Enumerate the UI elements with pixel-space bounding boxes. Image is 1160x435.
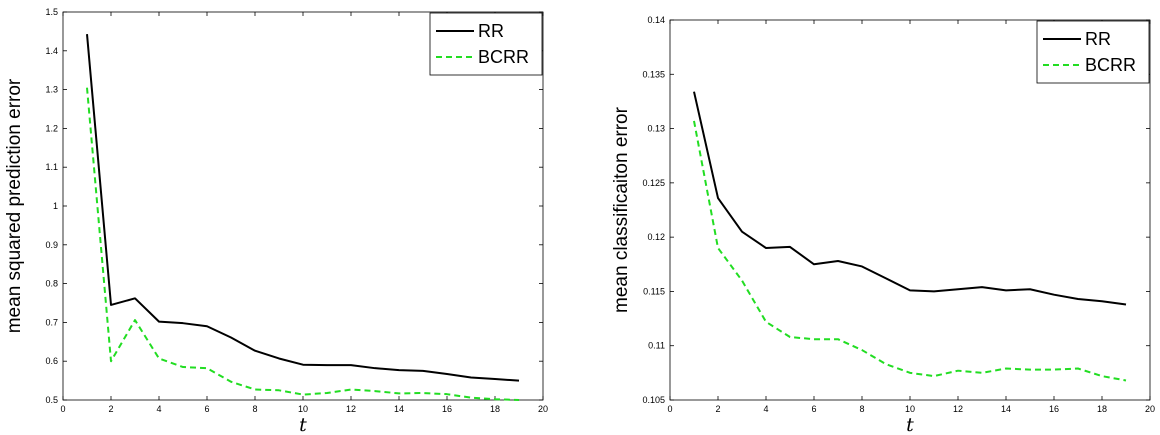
x-tick-label: 18	[1097, 404, 1107, 414]
x-tick-label: 16	[1049, 404, 1059, 414]
y-tick-label: 0.9	[45, 240, 58, 250]
y-tick-label: 0.125	[642, 178, 665, 188]
x-tick-label: 14	[394, 404, 404, 414]
y-tick-label: 1.2	[45, 123, 58, 133]
y-tick-label: 0.7	[45, 317, 58, 327]
x-tick-label: 4	[156, 404, 161, 414]
series-line-rr	[86, 34, 520, 382]
x-tick-label: 16	[442, 404, 452, 414]
x-tick-label: 2	[108, 404, 113, 414]
x-tick-label: 0	[60, 404, 65, 414]
y-tick-label: 0.14	[647, 15, 665, 25]
legend-label-rr: RR	[478, 21, 504, 41]
x-tick-label: 10	[298, 404, 308, 414]
legend-label-bcrr: BCRR	[478, 47, 529, 67]
legend-label-rr: RR	[1085, 29, 1111, 49]
x-axis-label: t	[299, 414, 307, 435]
x-tick-label: 8	[252, 404, 257, 414]
legend-box	[429, 12, 543, 76]
x-tick-label: 4	[763, 404, 768, 414]
y-tick-label: 0.115	[643, 286, 665, 296]
x-tick-label: 20	[1145, 404, 1155, 414]
x-tick-label: 0	[667, 404, 672, 414]
x-tick-label: 8	[859, 404, 864, 414]
y-tick-label: 1.1	[45, 162, 58, 172]
y-axis-label: mean classificaiton error	[611, 106, 632, 313]
y-tick-label: 1.3	[45, 85, 58, 95]
y-tick-label: 1.4	[45, 46, 58, 56]
y-tick-label: 0.13	[647, 124, 665, 134]
y-tick-label: 0.12	[647, 232, 665, 242]
right-chart: 0 2 4 6 8 10 12 14 16 18 20 0.105 0.11 0.115 0.12 0.125…	[611, 15, 1155, 435]
left-chart: 0 2 4 6 8 10 12 14 16 18 20 0.5 0.6 0.7 0.8 0.9 1 1.1 1.2 1…	[4, 7, 548, 435]
legend: RR BCRR	[429, 12, 543, 76]
x-tick-label: 20	[538, 404, 548, 414]
y-tick-label: 1.5	[45, 7, 58, 17]
x-tick-label: 18	[490, 404, 500, 414]
x-tick-label: 6	[204, 404, 209, 414]
y-tick-label: 0.6	[45, 356, 58, 366]
y-tick-label: 0.8	[45, 279, 58, 289]
series-line-bcrr	[86, 87, 520, 401]
x-tick-label: 6	[811, 404, 816, 414]
y-tick-label: 0.135	[642, 69, 665, 79]
legend-box	[1036, 20, 1150, 84]
series-line-bcrr	[693, 120, 1127, 382]
x-tick-label: 2	[715, 404, 720, 414]
y-tick-label: 0.5	[45, 395, 58, 405]
x-tick-label: 12	[346, 404, 356, 414]
legend-label-bcrr: BCRR	[1085, 55, 1136, 75]
y-tick-label: 1	[53, 201, 58, 211]
y-tick-label: 0.11	[648, 341, 665, 351]
x-axis-label: t	[906, 414, 914, 435]
legend: RR BCRR	[1036, 20, 1150, 84]
series-line-rr	[693, 91, 1127, 306]
y-axis-label: mean squared prediction error	[4, 78, 25, 333]
x-tick-label: 14	[1001, 404, 1011, 414]
x-tick-label: 10	[905, 404, 915, 414]
x-tick-label: 12	[953, 404, 963, 414]
y-tick-label: 0.105	[642, 395, 665, 405]
